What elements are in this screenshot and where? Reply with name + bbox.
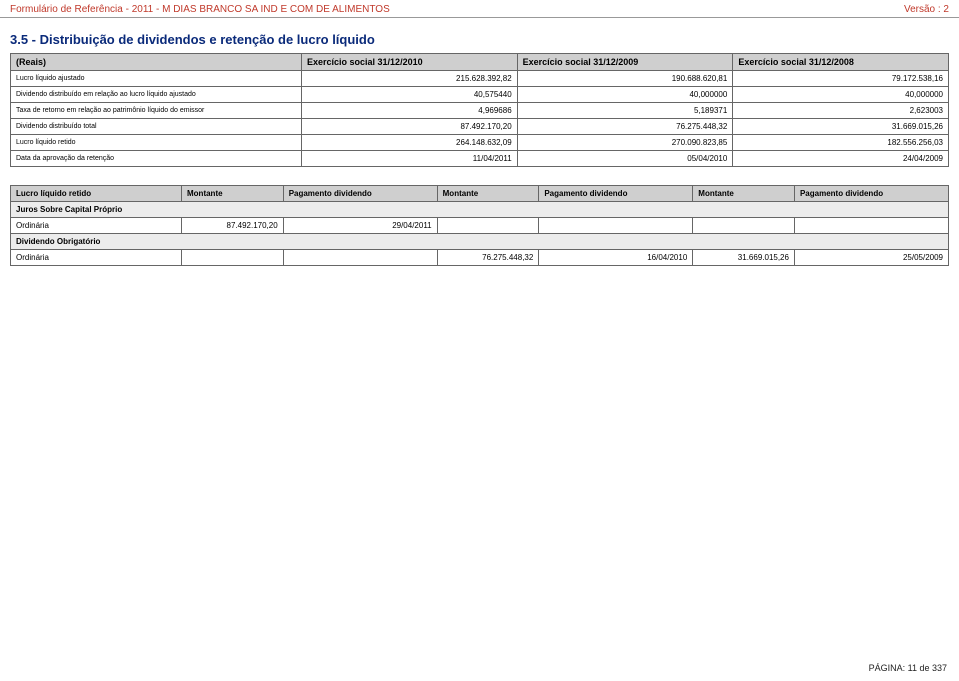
main-row-value: 40,575440 bbox=[302, 87, 518, 103]
main-row-value: 190.688.620,81 bbox=[517, 71, 733, 87]
main-header-row: (Reais) Exercício social 31/12/2010 Exer… bbox=[11, 54, 949, 71]
sub-row-value bbox=[283, 250, 437, 266]
main-row: Dividendo distribuído total87.492.170,20… bbox=[11, 119, 949, 135]
main-row-value: 182.556.256,03 bbox=[733, 135, 949, 151]
main-row-value: 5,189371 bbox=[517, 103, 733, 119]
main-row: Data da aprovação da retenção11/04/20110… bbox=[11, 151, 949, 167]
main-row-value: 270.090.823,85 bbox=[517, 135, 733, 151]
main-row: Lucro líquido ajustado215.628.392,82190.… bbox=[11, 71, 949, 87]
main-row: Taxa de retorno em relação ao patrimônio… bbox=[11, 103, 949, 119]
main-row: Dividendo distribuído em relação ao lucr… bbox=[11, 87, 949, 103]
sub-row-value bbox=[182, 250, 284, 266]
sub-group-title: Juros Sobre Capital Próprio bbox=[11, 202, 949, 218]
page-footer: PÁGINA: 11 de 337 bbox=[869, 663, 947, 673]
sub-row-value: 16/04/2010 bbox=[539, 250, 693, 266]
main-row-value: 79.172.538,16 bbox=[733, 71, 949, 87]
sub-data-row: Ordinária87.492.170,2029/04/2011 bbox=[11, 218, 949, 234]
sub-h3: Montante bbox=[437, 186, 539, 202]
sub-data-row: Ordinária 76.275.448,3216/04/201031.669.0… bbox=[11, 250, 949, 266]
main-row-value: 76.275.448,32 bbox=[517, 119, 733, 135]
sub-row-value bbox=[794, 218, 948, 234]
main-row-value: 24/04/2009 bbox=[733, 151, 949, 167]
sub-row-value: 76.275.448,32 bbox=[437, 250, 539, 266]
sub-row-value: 29/04/2011 bbox=[283, 218, 437, 234]
main-h2: Exercício social 31/12/2009 bbox=[517, 54, 733, 71]
main-h0: (Reais) bbox=[11, 54, 302, 71]
main-row-label: Data da aprovação da retenção bbox=[11, 151, 302, 167]
main-h3: Exercício social 31/12/2008 bbox=[733, 54, 949, 71]
sub-group-row: Juros Sobre Capital Próprio bbox=[11, 202, 949, 218]
main-row-value: 2,623003 bbox=[733, 103, 949, 119]
sub-h2: Pagamento dividendo bbox=[283, 186, 437, 202]
sub-row-label: Ordinária bbox=[11, 218, 182, 234]
main-row-value: 31.669.015,26 bbox=[733, 119, 949, 135]
header-right: Versão : 2 bbox=[904, 4, 949, 15]
sub-row-value bbox=[693, 218, 795, 234]
main-row-value: 05/04/2010 bbox=[517, 151, 733, 167]
section-title: 3.5 - Distribuição de dividendos e reten… bbox=[0, 18, 959, 53]
main-row-label: Lucro líquido retido bbox=[11, 135, 302, 151]
sub-row-value bbox=[539, 218, 693, 234]
sub-h5: Montante bbox=[693, 186, 795, 202]
main-row-label: Dividendo distribuído em relação ao lucr… bbox=[11, 87, 302, 103]
sub-group-row: Dividendo Obrigatório bbox=[11, 234, 949, 250]
main-row-value: 40,000000 bbox=[517, 87, 733, 103]
main-row-value: 4,969686 bbox=[302, 103, 518, 119]
main-h1: Exercício social 31/12/2010 bbox=[302, 54, 518, 71]
main-row-label: Taxa de retorno em relação ao patrimônio… bbox=[11, 103, 302, 119]
sub-h4: Pagamento dividendo bbox=[539, 186, 693, 202]
main-row-value: 215.628.392,82 bbox=[302, 71, 518, 87]
sub-row-value: 87.492.170,20 bbox=[182, 218, 284, 234]
main-row-value: 40,000000 bbox=[733, 87, 949, 103]
main-row-value: 264.148.632,09 bbox=[302, 135, 518, 151]
sub-group-title: Dividendo Obrigatório bbox=[11, 234, 949, 250]
main-table: (Reais) Exercício social 31/12/2010 Exer… bbox=[10, 53, 949, 167]
header-bar: Formulário de Referência - 2011 - M DIAS… bbox=[0, 0, 959, 18]
sub-block: Lucro líquido retido Montante Pagamento … bbox=[10, 185, 949, 266]
main-row-label: Lucro líquido ajustado bbox=[11, 71, 302, 87]
main-row-value: 87.492.170,20 bbox=[302, 119, 518, 135]
main-row: Lucro líquido retido264.148.632,09270.09… bbox=[11, 135, 949, 151]
sub-h1: Montante bbox=[182, 186, 284, 202]
sub-h0: Lucro líquido retido bbox=[11, 186, 182, 202]
main-row-value: 11/04/2011 bbox=[302, 151, 518, 167]
sub-row-value: 31.669.015,26 bbox=[693, 250, 795, 266]
main-row-label: Dividendo distribuído total bbox=[11, 119, 302, 135]
sub-row-value: 25/05/2009 bbox=[794, 250, 948, 266]
sub-table: Lucro líquido retido Montante Pagamento … bbox=[10, 185, 949, 266]
sub-row-value bbox=[437, 218, 539, 234]
sub-header-row: Lucro líquido retido Montante Pagamento … bbox=[11, 186, 949, 202]
header-left: Formulário de Referência - 2011 - M DIAS… bbox=[10, 4, 390, 15]
sub-row-label: Ordinária bbox=[11, 250, 182, 266]
sub-h6: Pagamento dividendo bbox=[794, 186, 948, 202]
